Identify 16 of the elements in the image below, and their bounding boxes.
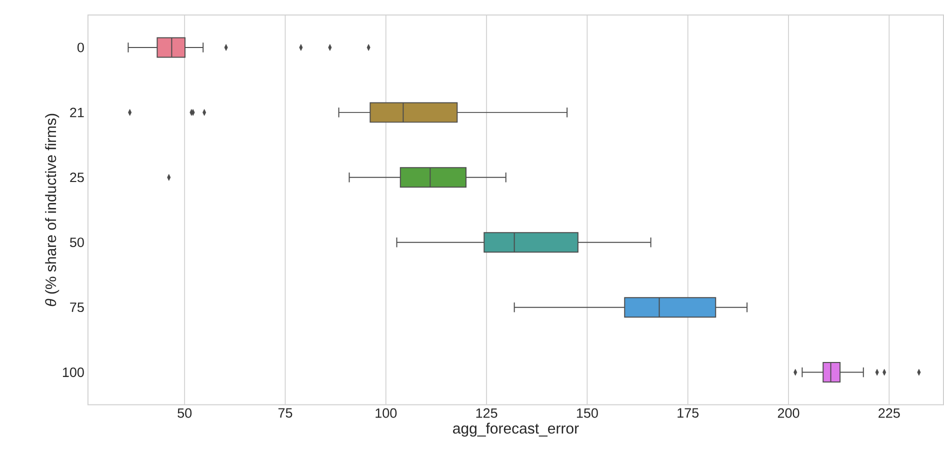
x-tick-label: 150 xyxy=(576,408,598,418)
x-tick-label: 125 xyxy=(476,408,498,418)
y-tick-label: 75 xyxy=(70,302,84,312)
y-tick-label: 21 xyxy=(70,108,84,118)
x-tick-label: 75 xyxy=(278,408,292,418)
x-axis-title: agg_forecast_error xyxy=(453,422,579,437)
y-tick-label: 0 xyxy=(77,42,84,52)
y-axis-title: θ (% share of inductive firms) xyxy=(45,114,60,306)
y-tick-label: 100 xyxy=(62,368,84,378)
x-tick-label: 200 xyxy=(778,408,800,418)
x-tick-label: 225 xyxy=(878,408,900,418)
x-tick-label: 100 xyxy=(376,408,397,418)
x-tick-label: 175 xyxy=(678,408,699,418)
y-tick-label: 25 xyxy=(70,172,84,182)
x-tick-label: 50 xyxy=(178,408,192,418)
y-tick-label: 50 xyxy=(70,238,84,248)
